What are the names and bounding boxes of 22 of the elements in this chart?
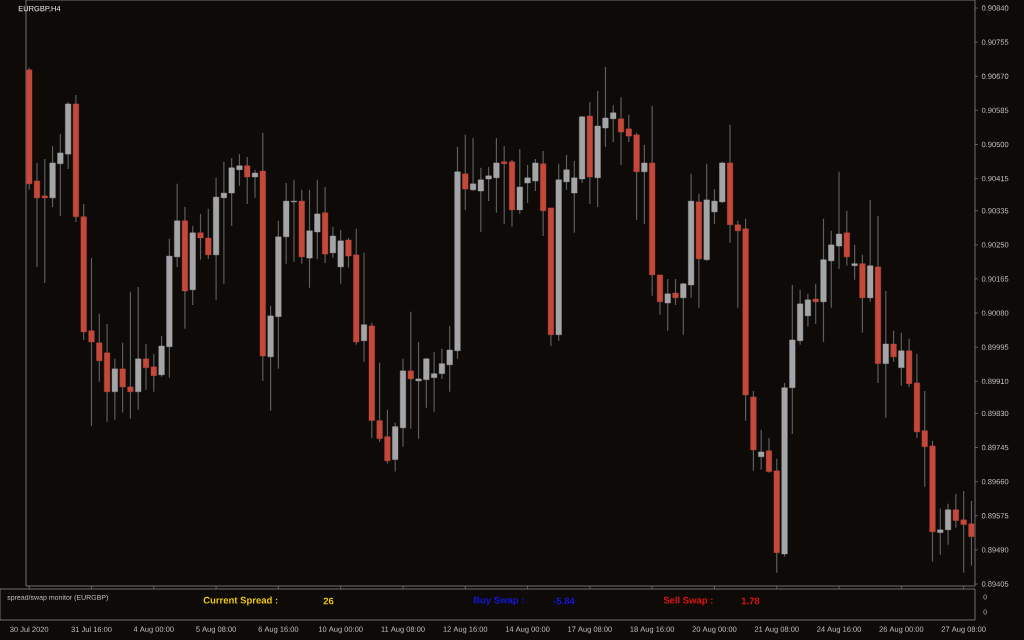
text: 1.78 <box>741 597 760 605</box>
candlestick <box>111 358 118 421</box>
text: 26 <box>323 597 334 605</box>
text: Current Spread : <box>203 596 278 606</box>
candlestick <box>516 148 523 215</box>
candlestick <box>361 252 368 363</box>
candlestick <box>898 332 905 387</box>
candlestick <box>890 330 897 363</box>
candlestick <box>664 278 671 332</box>
candlestick <box>851 244 858 281</box>
text: Buy Swap : <box>473 596 524 606</box>
candlestick <box>462 134 469 211</box>
candlestick <box>672 278 679 306</box>
candlestick <box>244 156 251 205</box>
candlestick <box>252 169 259 199</box>
candlestick <box>882 290 889 419</box>
candlestick <box>407 311 414 430</box>
text: -5.84 <box>553 597 575 605</box>
candlestick <box>758 429 765 471</box>
text: Sell Swap : <box>663 596 713 606</box>
candlestick <box>641 144 648 225</box>
candlestick <box>812 283 819 325</box>
